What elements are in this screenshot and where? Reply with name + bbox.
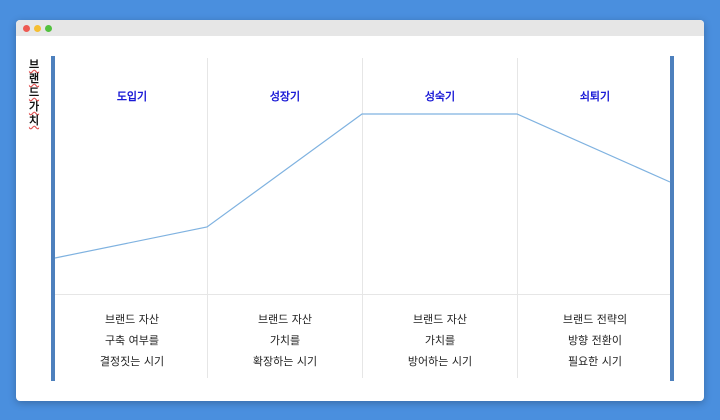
- stage-description-intro: 브랜드 자산 구축 여부를 결정짓는 시기: [55, 309, 209, 372]
- description-line: 브랜드 자산: [257, 313, 313, 326]
- minimize-window-dot[interactable]: [34, 25, 41, 32]
- y-axis-label-text: 브랜드가치: [28, 58, 40, 127]
- stage-divider-1: [207, 58, 208, 378]
- description-line: 가치를: [269, 334, 301, 347]
- description-line: 브랜드 전략의: [562, 313, 628, 326]
- stage-title-growth: 성장기: [269, 90, 301, 103]
- description-line: 브랜드 자산: [104, 313, 160, 326]
- stage-description-maturity: 브랜드 자산 가치를 방어하는 시기: [363, 309, 517, 372]
- description-line: 구축 여부를: [104, 334, 160, 347]
- description-line: 가치를: [424, 334, 456, 347]
- description-line: 결정짓는 시기: [99, 355, 165, 368]
- description-line: 브랜드 자산: [412, 313, 468, 326]
- stage-description-growth: 브랜드 자산 가치를 확장하는 시기: [208, 309, 362, 372]
- description-divider: [55, 294, 670, 295]
- stage-description-decline: 브랜드 전략의 방향 전환이 필요한 시기: [518, 309, 672, 372]
- left-axis-bar: [51, 56, 55, 381]
- stage-title-maturity: 성숙기: [424, 90, 456, 103]
- description-line: 방향 전환이: [567, 334, 623, 347]
- y-axis-label: 브랜드가치: [26, 58, 42, 128]
- maximize-window-dot[interactable]: [45, 25, 52, 32]
- description-line: 필요한 시기: [567, 355, 623, 368]
- window-titlebar: [16, 20, 704, 36]
- close-window-dot[interactable]: [23, 25, 30, 32]
- description-line: 방어하는 시기: [407, 355, 473, 368]
- diagram-window: 브랜드가치 도입기 성장기 성숙기 쇠퇴기 브랜드 자산 구축 여부를 결정짓는…: [16, 20, 704, 401]
- right-axis-bar: [670, 56, 674, 381]
- stage-title-decline: 쇠퇴기: [579, 90, 611, 103]
- stage-divider-3: [517, 58, 518, 378]
- brand-value-line: [54, 113, 671, 259]
- stage-divider-2: [362, 58, 363, 378]
- description-line: 확장하는 시기: [252, 355, 318, 368]
- stage-title-intro: 도입기: [116, 90, 148, 103]
- brand-value-curve: [54, 113, 671, 259]
